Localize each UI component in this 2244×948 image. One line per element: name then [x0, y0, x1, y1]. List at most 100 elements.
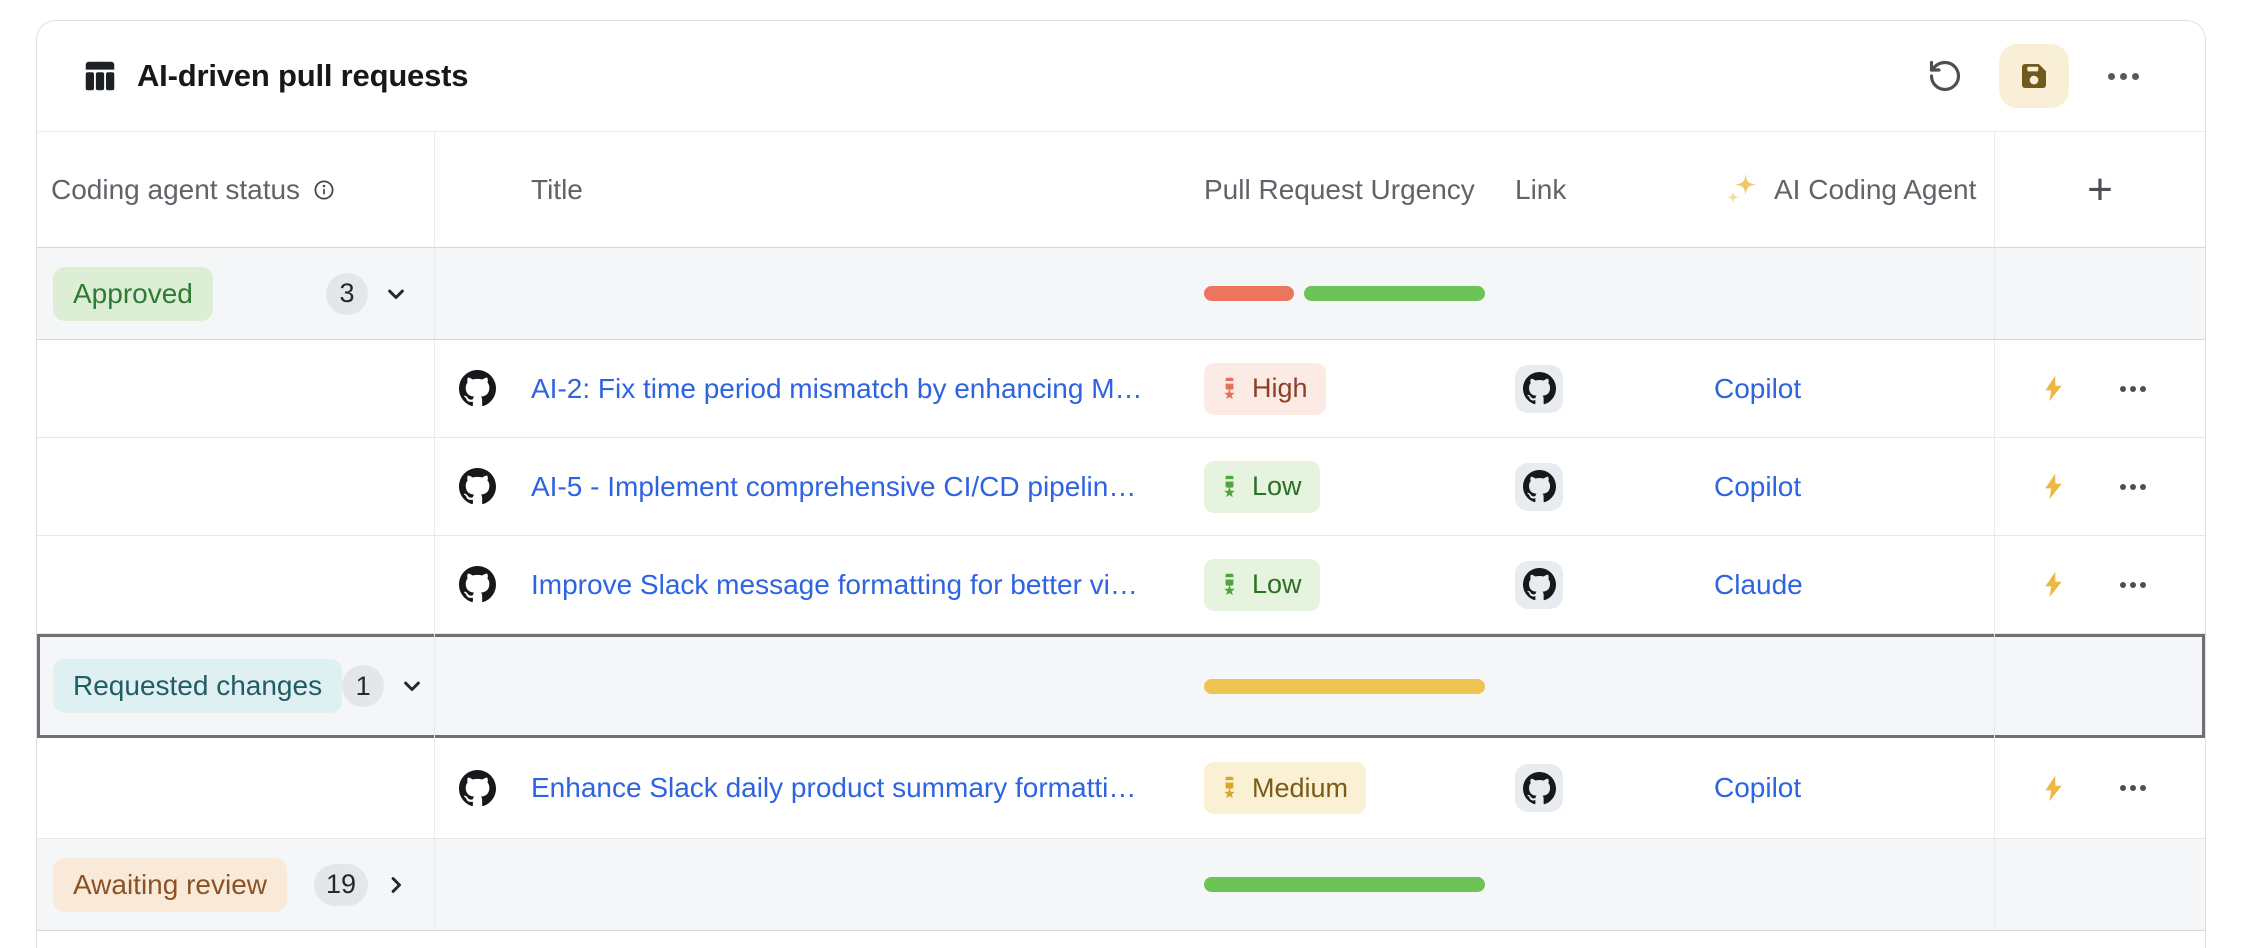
medal-icon [1216, 773, 1243, 803]
chevron-right-icon[interactable] [382, 871, 410, 899]
status-badge[interactable]: Approved [53, 266, 213, 321]
row-menu-icon[interactable] [2120, 581, 2146, 588]
table-row[interactable]: Enhance Slack daily product summary form… [37, 738, 2205, 839]
column-header-urgency[interactable]: Pull Request Urgency [1187, 132, 1499, 247]
agent-link[interactable]: Copilot [1714, 372, 1802, 404]
group-urgency-summary [1187, 248, 1499, 339]
row-agent-cell[interactable]: Copilot [1696, 340, 1994, 437]
row-urgency-cell[interactable]: Low [1187, 536, 1499, 633]
urgency-bar-low [1204, 877, 1485, 892]
lightning-icon[interactable] [2039, 570, 2068, 599]
urgency-bar-medium [1204, 678, 1485, 694]
pr-title-link[interactable]: Enhance Slack daily product summary form… [531, 772, 1137, 803]
row-agent-cell[interactable]: Claude [1696, 536, 1994, 633]
column-header-status[interactable]: Coding agent status [37, 132, 435, 247]
agent-link[interactable]: Copilot [1714, 470, 1802, 502]
group-urgency-summary [1187, 634, 1499, 738]
row-menu-icon[interactable] [2120, 483, 2146, 490]
undo-icon [1929, 60, 1961, 92]
urgency-badge[interactable]: Medium [1204, 762, 1367, 814]
table-row[interactable]: Improve Slack message formatting for bet… [37, 536, 2205, 634]
column-label-urgency: Pull Request Urgency [1204, 173, 1475, 205]
row-status-cell [37, 738, 435, 838]
pr-title-link[interactable]: AI-2: Fix time period mismatch by enhanc… [531, 372, 1143, 404]
urgency-label: Low [1252, 569, 1302, 599]
row-title-cell[interactable]: AI-2: Fix time period mismatch by enhanc… [435, 340, 1187, 437]
urgency-badge[interactable]: Low [1204, 460, 1320, 513]
row-urgency-cell[interactable]: Medium [1187, 738, 1499, 838]
row-urgency-cell[interactable]: High [1187, 340, 1499, 437]
group-row-awaiting-review[interactable]: Awaiting review 19 [37, 839, 2205, 931]
group-row-approved[interactable]: Approved 3 [37, 248, 2205, 340]
github-icon [459, 770, 496, 807]
row-link-cell[interactable] [1499, 536, 1696, 633]
save-icon [2022, 64, 2046, 88]
row-menu-icon[interactable] [2120, 385, 2146, 392]
github-icon [459, 468, 496, 505]
title-bar: AI-driven pull requests [37, 21, 2205, 132]
medal-icon [1216, 472, 1243, 502]
page-title: AI-driven pull requests [137, 58, 469, 93]
row-link-cell[interactable] [1499, 340, 1696, 437]
column-label-status: Coding agent status [51, 173, 301, 205]
urgency-badge[interactable]: High [1204, 362, 1326, 415]
lightning-icon[interactable] [2039, 774, 2068, 803]
status-badge[interactable]: Requested changes [53, 659, 343, 713]
github-link-button[interactable] [1515, 560, 1563, 609]
urgency-label: High [1252, 373, 1308, 403]
column-label-title: Title [531, 173, 583, 205]
table-card: AI-driven pull requests Co [36, 20, 2206, 948]
row-link-cell[interactable] [1499, 738, 1696, 838]
medal-icon [1216, 374, 1243, 404]
table-row[interactable]: AI-2: Fix time period mismatch by enhanc… [37, 340, 2205, 438]
group-agent-cell [1696, 248, 1994, 339]
lightning-icon[interactable] [2039, 374, 2068, 403]
agent-link[interactable]: Copilot [1714, 772, 1802, 803]
row-link-cell[interactable] [1499, 438, 1696, 535]
group-row-requested-changes[interactable]: Requested changes 1 [37, 634, 2205, 738]
group-count-badge: 1 [342, 665, 385, 707]
row-actions-cell [1994, 536, 2205, 633]
grid-view-icon [85, 61, 115, 91]
group-status-cell: Approved 3 [37, 248, 435, 339]
row-urgency-cell[interactable]: Low [1187, 438, 1499, 535]
info-icon[interactable] [312, 178, 336, 202]
agent-link[interactable]: Claude [1714, 568, 1803, 600]
add-column-header[interactable]: + [1994, 132, 2205, 247]
group-count-badge: 19 [313, 863, 368, 906]
more-menu-button[interactable] [2097, 50, 2149, 102]
column-header-title[interactable]: Title [435, 132, 1187, 247]
chevron-down-icon[interactable] [398, 672, 426, 700]
column-label-agent: AI Coding Agent [1774, 173, 1977, 205]
save-button[interactable] [1999, 44, 2069, 108]
chevron-down-icon[interactable] [382, 280, 410, 308]
pr-title-link[interactable]: AI-5 - Implement comprehensive CI/CD pip… [531, 470, 1137, 502]
github-link-button[interactable] [1515, 462, 1563, 511]
undo-button[interactable] [1919, 50, 1971, 102]
pr-title-link[interactable]: Improve Slack message formatting for bet… [531, 568, 1138, 600]
row-title-cell[interactable]: Improve Slack message formatting for bet… [435, 536, 1187, 633]
row-actions-cell [1994, 738, 2205, 838]
urgency-badge[interactable]: Low [1204, 558, 1320, 611]
column-header-link[interactable]: Link [1499, 132, 1696, 247]
column-header-agent[interactable]: AI Coding Agent [1696, 132, 1994, 247]
lightning-icon[interactable] [2039, 472, 2068, 501]
column-label-link: Link [1515, 173, 1567, 205]
card-filler [37, 931, 2205, 948]
github-link-button[interactable] [1515, 764, 1563, 812]
group-urgency-summary [1187, 839, 1499, 930]
group-actions-cell [1994, 839, 2205, 930]
row-agent-cell[interactable]: Copilot [1696, 438, 1994, 535]
status-badge[interactable]: Awaiting review [53, 857, 288, 912]
group-title-cell [435, 634, 1187, 738]
group-agent-cell [1696, 634, 1994, 738]
github-link-button[interactable] [1515, 364, 1563, 413]
row-title-cell[interactable]: Enhance Slack daily product summary form… [435, 738, 1187, 838]
row-agent-cell[interactable]: Copilot [1696, 738, 1994, 838]
urgency-label: Low [1252, 471, 1302, 501]
row-actions-cell [1994, 340, 2205, 437]
row-title-cell[interactable]: AI-5 - Implement comprehensive CI/CD pip… [435, 438, 1187, 535]
table-row[interactable]: AI-5 - Implement comprehensive CI/CD pip… [37, 438, 2205, 536]
group-link-cell [1499, 248, 1696, 339]
row-menu-icon[interactable] [2120, 785, 2146, 791]
